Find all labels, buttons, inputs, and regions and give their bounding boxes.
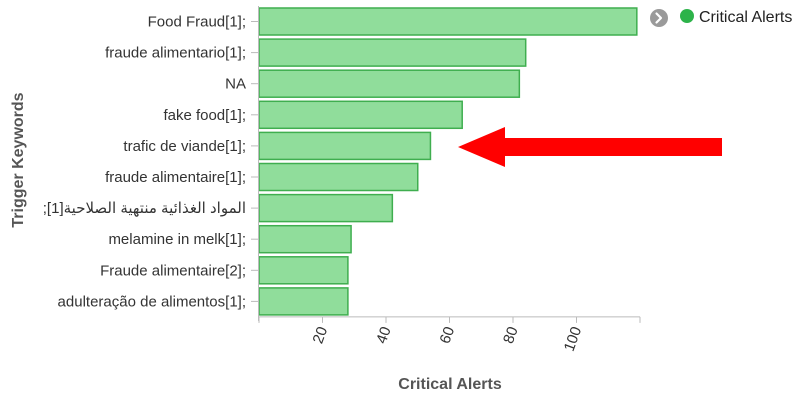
bar[interactable]	[258, 69, 521, 98]
arrow-shaft	[500, 138, 722, 156]
chevron-right-icon	[655, 12, 663, 24]
x-tick-label: 60	[437, 324, 459, 345]
y-tick-label: fraude alimentaire[1];	[105, 169, 246, 186]
legend-toggle-button[interactable]	[650, 9, 668, 27]
bar[interactable]	[258, 287, 349, 316]
bar[interactable]	[258, 256, 349, 285]
arrow-head	[458, 127, 505, 167]
y-tick-label: Fraude alimentaire[2];	[100, 262, 246, 279]
y-tick-label: fake food[1];	[163, 107, 246, 124]
bar[interactable]	[258, 7, 638, 36]
highlight-arrow	[458, 127, 722, 167]
y-axis-title: Trigger Keywords	[10, 92, 27, 227]
bar[interactable]	[258, 193, 394, 223]
bars-group	[258, 7, 638, 316]
x-ticks: 20 40 60 80 100	[258, 316, 641, 354]
legend-item-critical-alerts[interactable]: Critical Alerts	[680, 9, 792, 26]
bar[interactable]	[258, 224, 352, 254]
x-tick-label: 100	[561, 324, 586, 353]
bar[interactable]	[258, 38, 527, 67]
y-tick-label: المواد الغذائية منتهية الصلاحية[1];	[43, 200, 246, 217]
x-axis-title: Critical Alerts	[398, 376, 502, 393]
y-tick-label: trafic de viande[1];	[123, 138, 246, 155]
legend-marker	[680, 9, 694, 23]
y-tick-labels: Food Fraud[1]; fraude alimentario[1]; NA fa…	[43, 14, 246, 311]
x-tick-label: 20	[310, 324, 332, 345]
y-tick-label: melamine in melk[1];	[108, 231, 246, 248]
bar[interactable]	[258, 131, 432, 161]
legend: Critical Alerts	[650, 9, 792, 27]
y-tick-label: adulteração de alimentos[1];	[58, 293, 246, 310]
bar[interactable]	[258, 162, 419, 192]
x-tick-label: 40	[373, 324, 395, 345]
y-tick-label: fraude alimentario[1];	[105, 45, 246, 62]
chevron-right-circle-icon[interactable]	[650, 9, 668, 27]
bar[interactable]	[258, 100, 463, 130]
x-tick-label: 80	[500, 324, 522, 345]
y-tick-label: Food Fraud[1];	[148, 14, 246, 31]
legend-label: Critical Alerts	[699, 9, 792, 26]
y-tick-label: NA	[225, 76, 246, 93]
